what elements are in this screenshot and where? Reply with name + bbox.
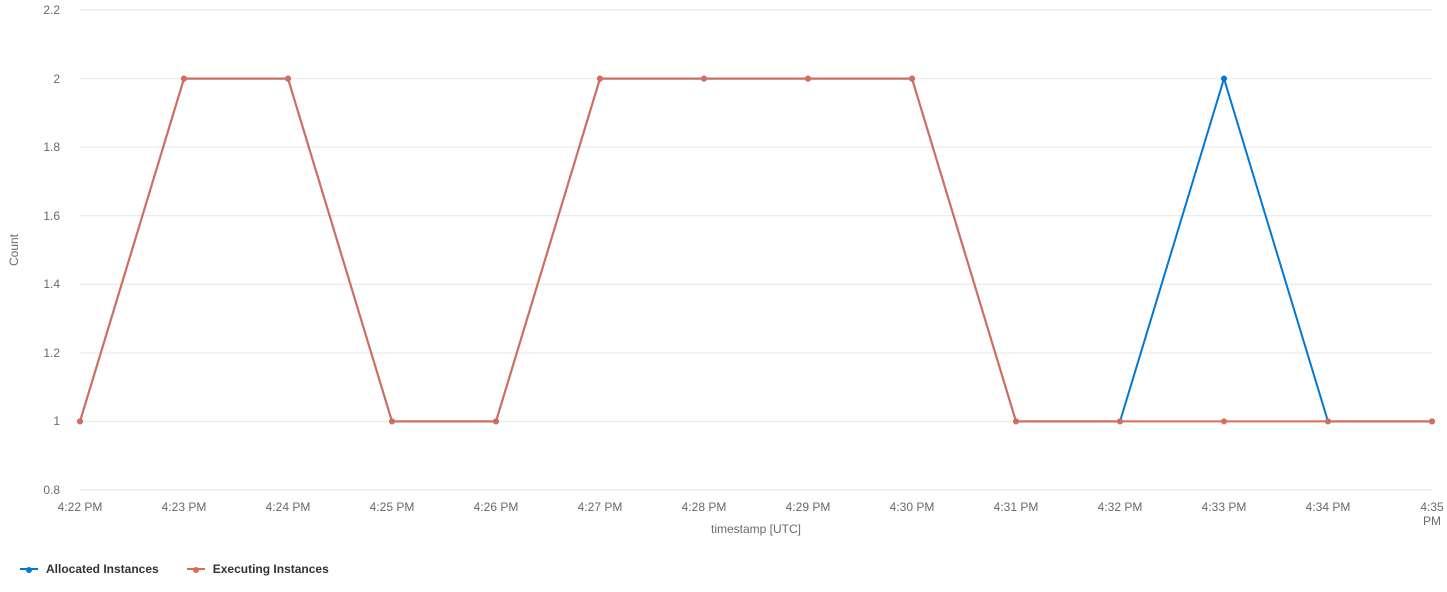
x-tick-label: 4:35 PM [1420,500,1443,528]
x-tick-label: 4:26 PM [474,500,519,514]
series-line-0 [80,79,1432,422]
series-marker-1 [286,76,291,81]
series-marker-1 [1430,419,1435,424]
series-marker-1 [182,76,187,81]
x-tick-label: 4:22 PM [58,500,103,514]
x-tick-label: 4:31 PM [994,500,1039,514]
series-marker-1 [1326,419,1331,424]
y-tick-label: 1.2 [0,346,60,360]
series-marker-1 [598,76,603,81]
series-marker-0 [1222,76,1227,81]
series-marker-1 [494,419,499,424]
x-tick-label: 4:23 PM [162,500,207,514]
legend-label: Executing Instances [213,562,329,576]
series-line-1 [80,79,1432,422]
x-tick-label: 4:27 PM [578,500,623,514]
legend-swatch [187,568,205,570]
legend-item[interactable]: Executing Instances [187,562,329,576]
series-marker-1 [806,76,811,81]
series-marker-1 [1222,419,1227,424]
x-tick-label: 4:34 PM [1306,500,1351,514]
x-tick-label: 4:29 PM [786,500,831,514]
y-tick-label: 0.8 [0,483,60,497]
series-marker-1 [702,76,707,81]
y-tick-label: 1 [0,414,60,428]
y-tick-label: 2.2 [0,3,60,17]
x-tick-label: 4:32 PM [1098,500,1143,514]
legend-swatch [20,568,38,570]
x-tick-label: 4:25 PM [370,500,415,514]
y-tick-label: 1.4 [0,277,60,291]
series-marker-1 [1118,419,1123,424]
y-tick-label: 1.6 [0,209,60,223]
y-axis-title: Count [7,234,21,266]
y-tick-label: 1.8 [0,140,60,154]
series-marker-1 [78,419,83,424]
series-marker-1 [390,419,395,424]
x-tick-label: 4:24 PM [266,500,311,514]
x-axis-title: timestamp [UTC] [711,522,801,536]
x-tick-label: 4:28 PM [682,500,727,514]
legend-item[interactable]: Allocated Instances [20,562,159,576]
series-marker-1 [1014,419,1019,424]
legend-label: Allocated Instances [46,562,159,576]
x-tick-label: 4:33 PM [1202,500,1247,514]
x-tick-label: 4:30 PM [890,500,935,514]
series-marker-1 [910,76,915,81]
legend: Allocated Instances Executing Instances [20,562,329,576]
chart-container: 0.8 1 1.2 1.4 1.6 1.8 2 2.2 4:22 PM 4:23 PM 4:24 P… [0,0,1447,592]
y-tick-label: 2 [0,72,60,86]
